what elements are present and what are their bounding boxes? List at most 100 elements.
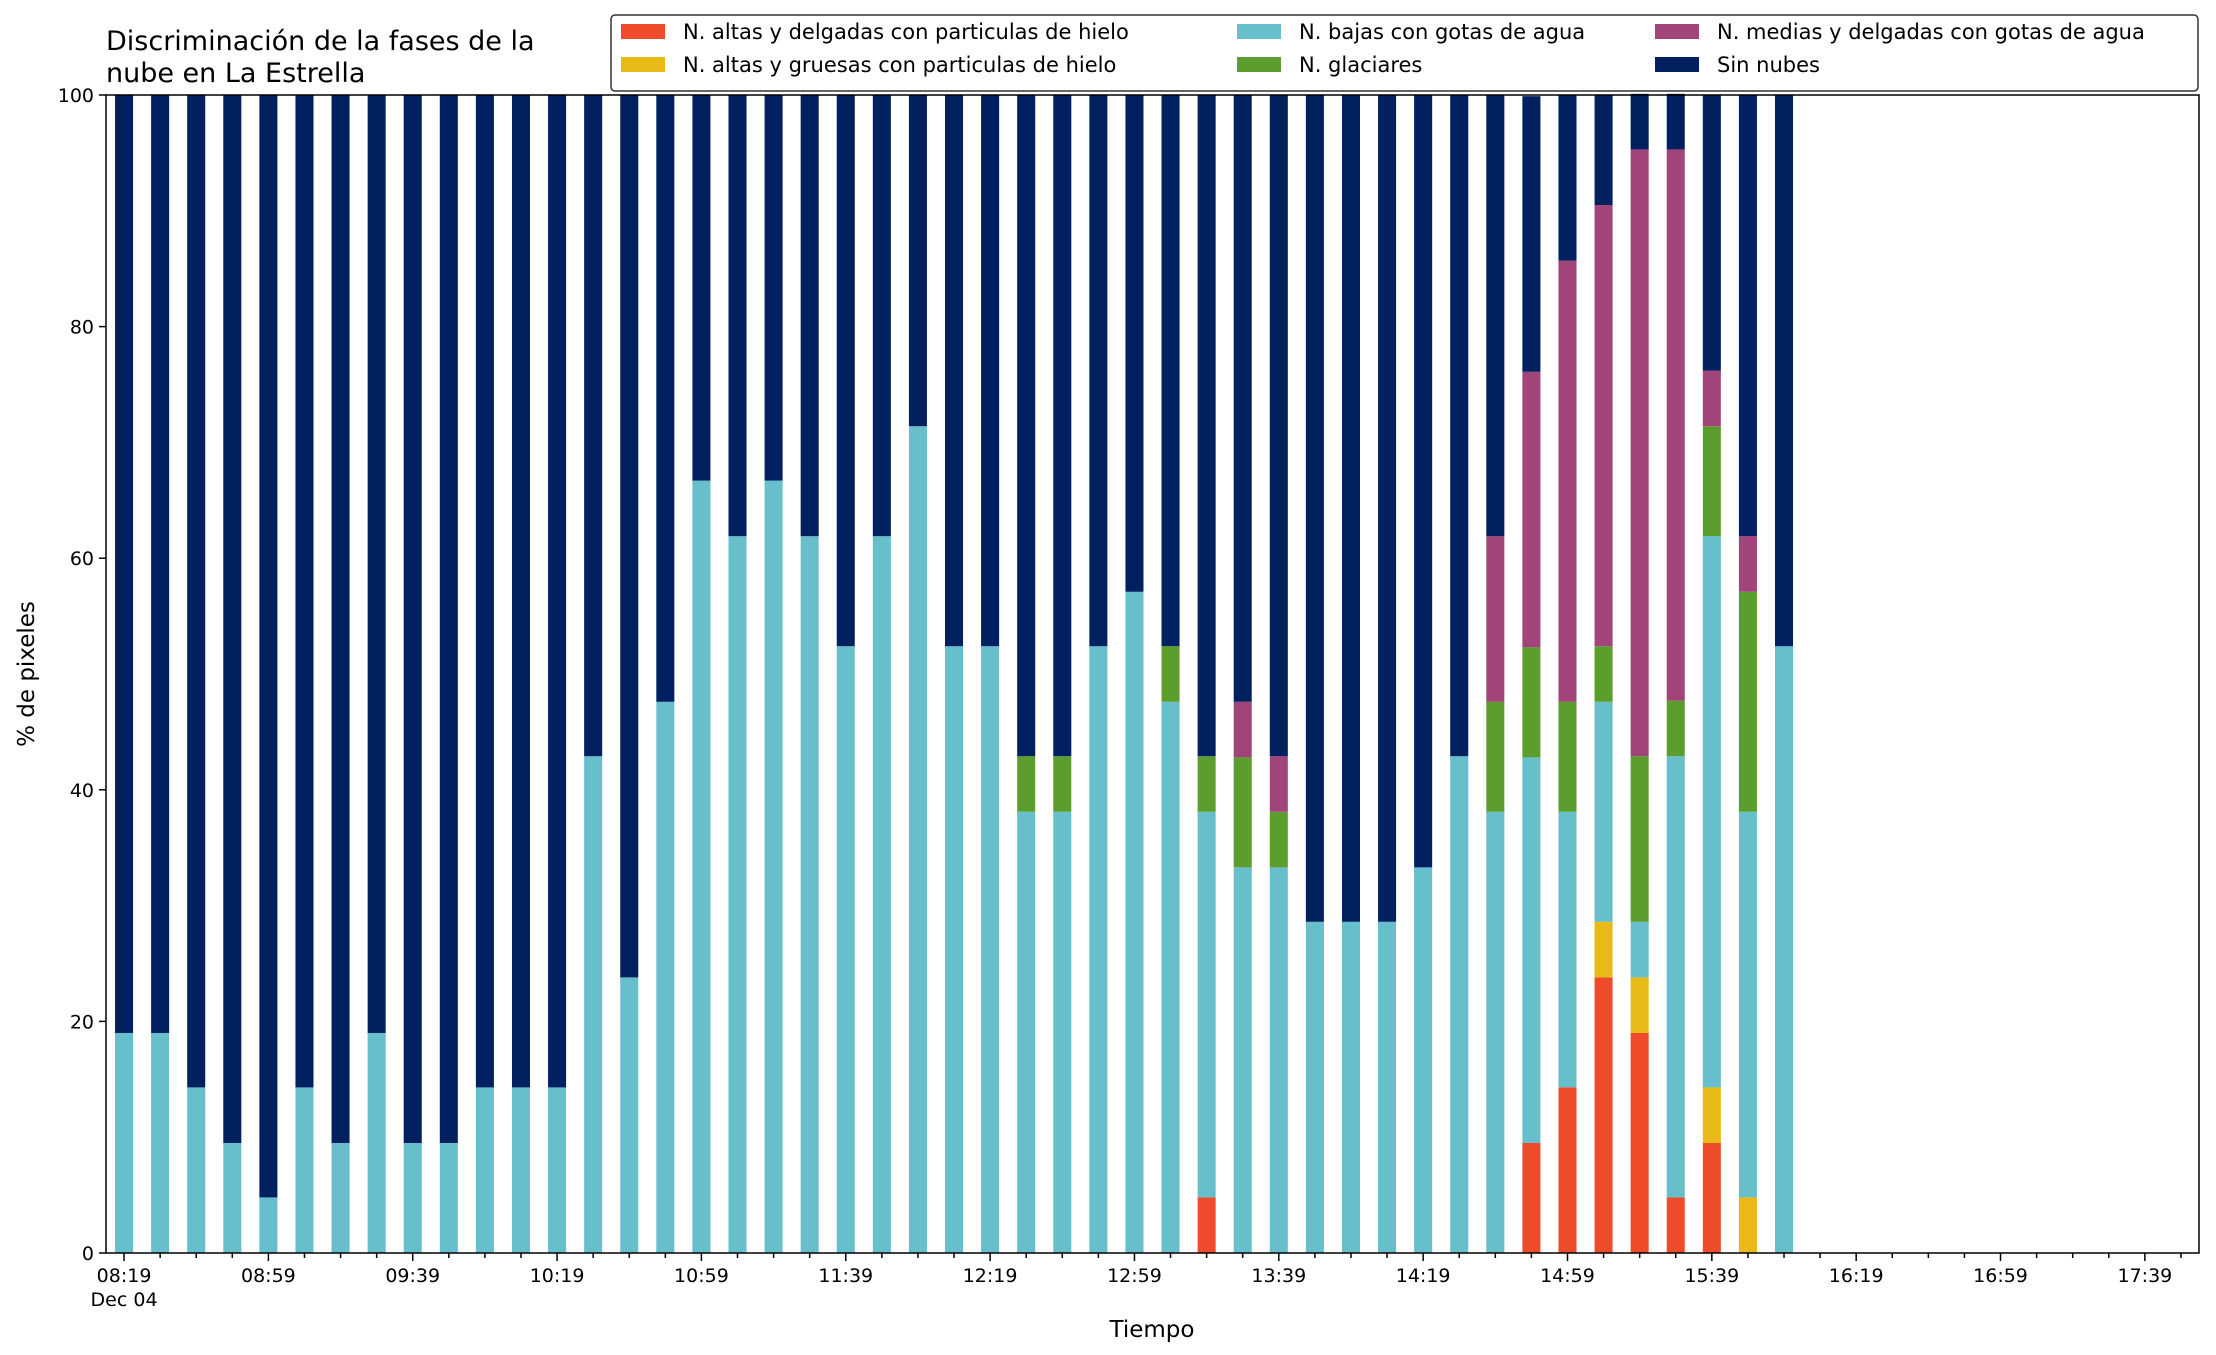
bar-segment-17-5: [728, 95, 747, 537]
bar-segment-11-5: [511, 95, 531, 1088]
bar-segment-2-5: [187, 95, 206, 1088]
bar-segment-15-2: [656, 701, 675, 1253]
bar-segment-37-5: [1450, 95, 1469, 757]
bar-segment-10-5: [475, 95, 494, 1088]
x-tick-label: 16:19: [1829, 1265, 1884, 1287]
bar-segment-7-2: [367, 1032, 386, 1253]
legend-item: N. altas y gruesas con particulas de hie…: [621, 53, 1116, 77]
x-tick-label: 08:59: [241, 1265, 296, 1287]
bar-segment-1-5: [151, 95, 170, 1033]
bar-segment-20-2: [836, 646, 855, 1253]
bar-segment-10-2: [475, 1087, 494, 1253]
legend-swatch: [1237, 24, 1281, 39]
bar-segment-25-5: [1017, 95, 1036, 757]
bar-segment-38-4: [1486, 536, 1505, 702]
bar-segment-31-5: [1233, 95, 1252, 702]
bar-segment-39-3: [1522, 647, 1541, 758]
bar-segment-16-2: [692, 480, 711, 1253]
legend-swatch: [621, 24, 665, 39]
bar-segment-14-5: [620, 95, 639, 978]
bar-segment-43-2: [1666, 756, 1685, 1198]
bar-segment-4-2: [259, 1197, 278, 1253]
legend-swatch: [1655, 24, 1699, 39]
bar-segment-30-2: [1197, 811, 1216, 1198]
legend: N. altas y delgadas con particulas de hi…: [610, 14, 2199, 92]
bar-segment-43-3: [1666, 700, 1685, 757]
bar-segment-26-2: [1053, 811, 1072, 1253]
bar-segment-31-2: [1233, 867, 1252, 1253]
bar-segment-45-3: [1738, 591, 1757, 812]
bar-segment-18-2: [764, 480, 783, 1253]
bar-segment-38-2: [1486, 811, 1505, 1253]
legend-label: N. medias y delgadas con gotas de agua: [1717, 20, 2145, 44]
bar-segment-35-2: [1378, 921, 1397, 1253]
bar-segment-40-2: [1558, 811, 1577, 1088]
bar-segment-42-5: [1630, 93, 1649, 150]
bar-segment-41-2: [1594, 701, 1613, 922]
y-tick-label: 60: [70, 548, 94, 570]
bar-segment-0-2: [115, 1032, 134, 1253]
y-tick-label: 40: [70, 780, 94, 802]
bar-segment-30-5: [1197, 95, 1216, 757]
y-tick-label: 100: [58, 85, 94, 107]
bar-segment-41-4: [1594, 205, 1613, 647]
bar-segment-3-5: [223, 95, 242, 1143]
x-tick-label: 15:39: [1684, 1265, 1739, 1287]
y-axis-label: % de pixeles: [14, 601, 40, 747]
bar-segment-9-2: [439, 1142, 458, 1253]
bar-segment-43-5: [1666, 93, 1685, 150]
x-tick-label: 08:19: [97, 1265, 152, 1287]
bar-segment-31-3: [1233, 757, 1252, 868]
legend-item: N. glaciares: [1237, 53, 1422, 77]
bar-segment-39-2: [1522, 757, 1541, 1143]
bar-segment-13-2: [584, 756, 603, 1253]
bar-segment-20-5: [836, 95, 855, 647]
bar-segment-34-5: [1341, 95, 1360, 922]
bar-segment-44-2: [1702, 536, 1721, 1088]
chart-title: Discriminación de la fases de la nube en…: [106, 26, 535, 89]
bar-segment-41-1: [1594, 921, 1613, 978]
bar-segment-44-4: [1702, 370, 1721, 427]
bar-segment-40-0: [1558, 1087, 1577, 1253]
bar-segment-46-2: [1774, 646, 1794, 1253]
legend-swatch: [1655, 57, 1699, 72]
bar-segment-2-2: [187, 1087, 206, 1253]
bar-segment-38-3: [1486, 701, 1505, 812]
bar-segment-42-4: [1630, 149, 1649, 757]
bar-segment-30-0: [1197, 1197, 1216, 1253]
bar-segment-15-5: [656, 95, 675, 702]
bar-segment-5-2: [295, 1087, 314, 1253]
bar-segment-12-5: [548, 95, 567, 1088]
x-tick-label: 11:39: [818, 1265, 873, 1287]
bar-segment-43-4: [1666, 149, 1685, 701]
bar-segment-44-0: [1702, 1142, 1721, 1253]
bar-segment-13-5: [584, 95, 603, 757]
x-tick-sublabel: Dec 04: [91, 1289, 158, 1311]
bar-segment-39-0: [1522, 1142, 1541, 1253]
x-tick-label: 13:39: [1251, 1265, 1306, 1287]
bar-segment-19-2: [800, 536, 819, 1253]
bar-segment-35-5: [1378, 95, 1397, 922]
bar-segment-45-4: [1738, 536, 1757, 592]
bar-segment-44-1: [1702, 1087, 1721, 1143]
chart-title-line-1: Discriminación de la fases de la: [106, 26, 535, 57]
legend-swatch: [621, 57, 665, 72]
bar-segment-34-2: [1341, 921, 1360, 1253]
y-tick-label: 0: [82, 1243, 94, 1265]
bar-segment-9-5: [439, 95, 458, 1143]
x-tick-label: 10:19: [530, 1265, 585, 1287]
bar-segment-19-5: [800, 95, 819, 537]
y-axis: 0 20 40 60 80 100: [58, 85, 106, 1265]
bar-segment-42-1: [1630, 977, 1649, 1033]
bar-segment-33-5: [1305, 95, 1324, 922]
plot-frame: [105, 94, 2200, 1254]
bar-segment-36-2: [1414, 867, 1433, 1253]
bar-segment-0-5: [115, 95, 134, 1033]
bar-segment-1-2: [151, 1032, 170, 1253]
bar-segment-42-0: [1630, 1032, 1649, 1253]
x-tick-label: 16:59: [1973, 1265, 2028, 1287]
bar-segment-31-4: [1233, 701, 1252, 758]
bar-segment-29-2: [1161, 701, 1180, 1253]
